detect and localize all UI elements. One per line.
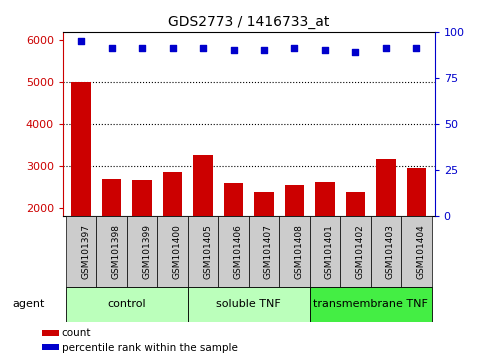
Text: GSM101407: GSM101407: [264, 224, 273, 279]
FancyBboxPatch shape: [188, 216, 218, 287]
FancyBboxPatch shape: [96, 216, 127, 287]
Text: GSM101406: GSM101406: [233, 224, 242, 279]
FancyBboxPatch shape: [66, 216, 96, 287]
Text: GSM101397: GSM101397: [81, 224, 90, 279]
FancyBboxPatch shape: [66, 287, 188, 322]
Bar: [101, 179, 121, 291]
Point: [169, 46, 176, 51]
Bar: [254, 192, 274, 291]
Text: percentile rank within the sample: percentile rank within the sample: [62, 343, 238, 353]
FancyBboxPatch shape: [370, 216, 401, 287]
Text: GSM101402: GSM101402: [355, 224, 365, 279]
Point: [321, 47, 329, 53]
Point: [199, 46, 207, 51]
FancyBboxPatch shape: [310, 216, 340, 287]
Point: [382, 46, 390, 51]
FancyBboxPatch shape: [218, 216, 249, 287]
Bar: [132, 181, 152, 291]
Point: [412, 46, 420, 51]
Bar: [193, 155, 213, 291]
Bar: [42, 344, 59, 350]
Point: [352, 49, 359, 55]
Text: GSM101399: GSM101399: [142, 224, 151, 279]
Text: GSM101404: GSM101404: [416, 224, 426, 279]
FancyBboxPatch shape: [157, 216, 188, 287]
Bar: [224, 183, 243, 291]
Text: GSM101405: GSM101405: [203, 224, 212, 279]
Point: [260, 47, 268, 53]
Text: agent: agent: [12, 299, 44, 309]
FancyBboxPatch shape: [310, 287, 432, 322]
Text: control: control: [108, 299, 146, 309]
Text: GSM101403: GSM101403: [386, 224, 395, 279]
Text: GSM101398: GSM101398: [112, 224, 121, 279]
FancyBboxPatch shape: [249, 216, 279, 287]
Title: GDS2773 / 1416733_at: GDS2773 / 1416733_at: [168, 16, 329, 29]
FancyBboxPatch shape: [127, 216, 157, 287]
Bar: [376, 159, 396, 291]
Bar: [284, 185, 304, 291]
Bar: [407, 168, 426, 291]
Text: GSM101401: GSM101401: [325, 224, 334, 279]
FancyBboxPatch shape: [340, 216, 370, 287]
Point: [229, 47, 237, 53]
FancyBboxPatch shape: [188, 287, 310, 322]
Bar: [315, 182, 335, 291]
Text: GSM101408: GSM101408: [295, 224, 303, 279]
Bar: [42, 330, 59, 336]
Text: soluble TNF: soluble TNF: [216, 299, 281, 309]
Point: [77, 38, 85, 44]
Text: GSM101400: GSM101400: [172, 224, 182, 279]
Bar: [345, 192, 365, 291]
Point: [291, 46, 298, 51]
Point: [108, 46, 115, 51]
Bar: [71, 82, 91, 291]
Bar: [163, 172, 183, 291]
FancyBboxPatch shape: [279, 216, 310, 287]
Text: count: count: [62, 328, 91, 338]
FancyBboxPatch shape: [401, 216, 432, 287]
Point: [138, 46, 146, 51]
Text: transmembrane TNF: transmembrane TNF: [313, 299, 428, 309]
